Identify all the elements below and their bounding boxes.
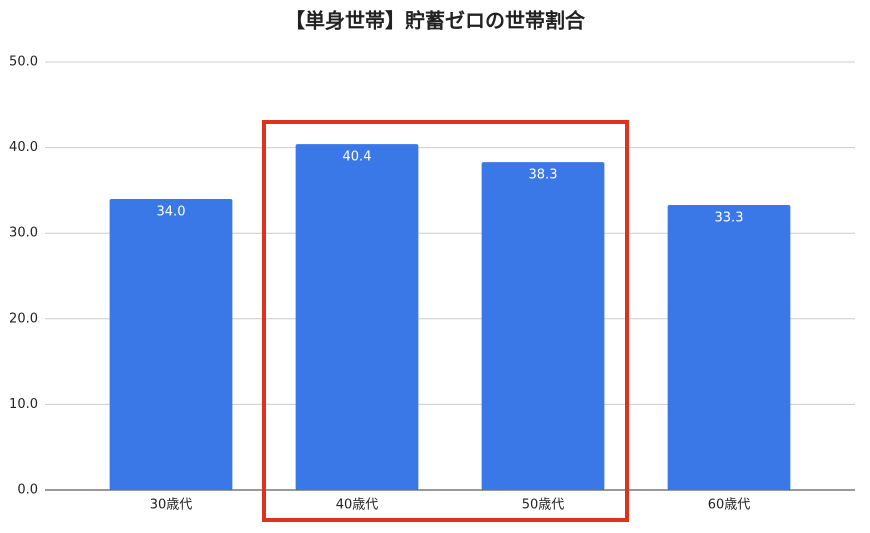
bar: [295, 144, 419, 490]
y-tick-label: 20.0: [9, 311, 38, 326]
bar: [109, 198, 233, 490]
x-tick-label: 30歳代: [150, 498, 193, 513]
chart-title: 【単身世帯】貯蓄ゼロの世帯割合: [285, 9, 586, 33]
value-label: 34.0: [157, 204, 186, 219]
y-tick-label: 50.0: [9, 55, 38, 70]
bar: [481, 162, 605, 491]
x-tick-label: 40歳代: [336, 498, 379, 513]
value-label: 38.3: [529, 168, 558, 183]
bar: [667, 204, 791, 490]
y-tick-label: 0.0: [17, 483, 38, 498]
y-tick-label: 40.0: [9, 140, 38, 155]
x-tick-label: 60歳代: [708, 498, 751, 513]
y-tick-label: 10.0: [9, 397, 38, 412]
plot-area: 0.0 10.0 20.0 30.0 40.0 50.0 30歳代 34.0 40歳代 40.4 5…: [9, 55, 855, 513]
value-label: 40.4: [343, 150, 372, 165]
highlight-box: [262, 120, 629, 522]
y-tick-label: 30.0: [9, 226, 38, 241]
x-tick-label: 50歳代: [522, 498, 565, 513]
value-label: 33.3: [715, 210, 744, 225]
